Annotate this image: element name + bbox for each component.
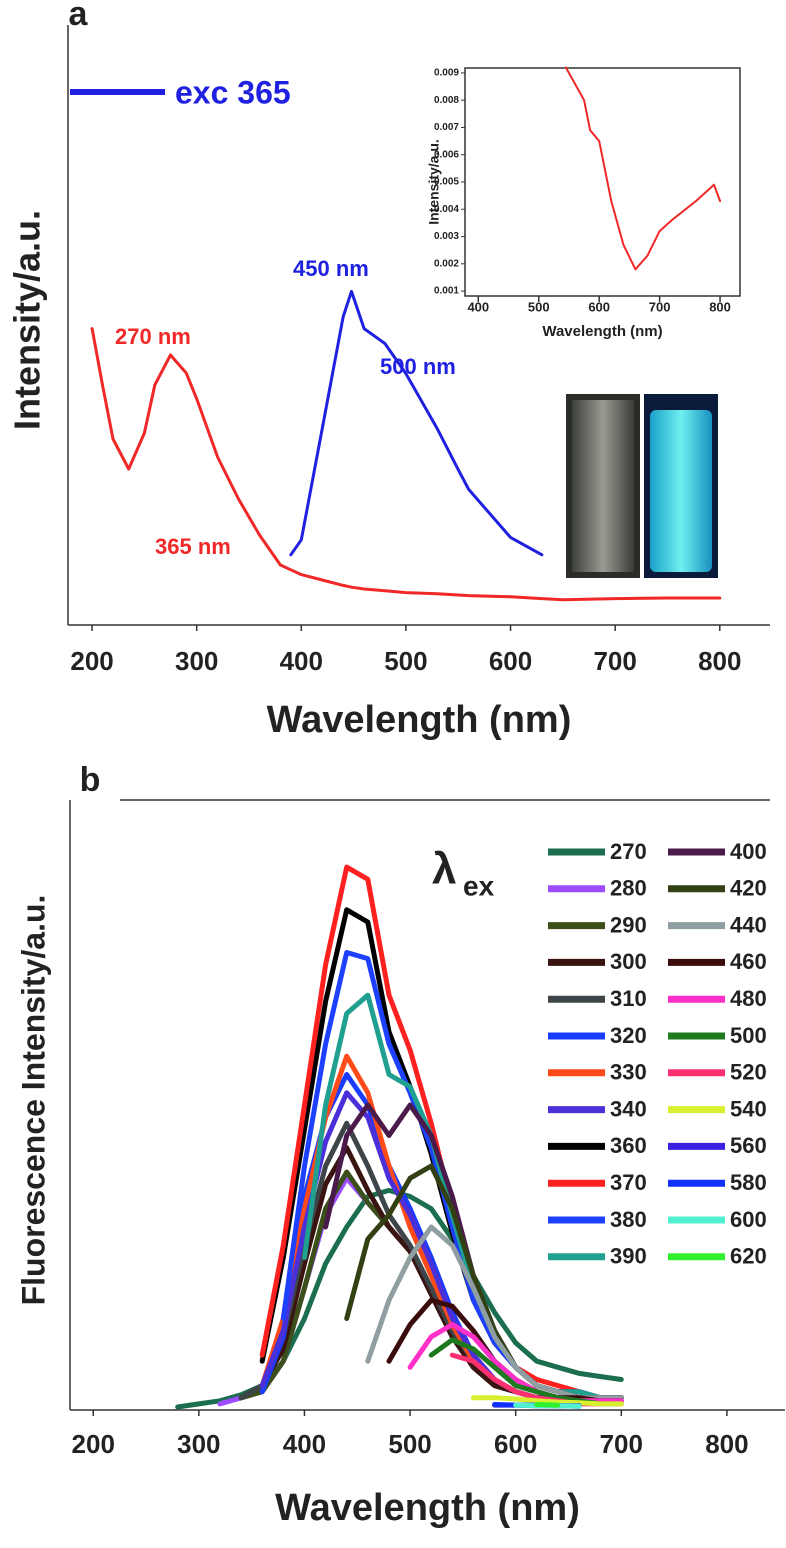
legend-label: 580 — [730, 1170, 767, 1195]
legend-title-subscript: ex — [463, 870, 495, 901]
x-tick-label: 800 — [698, 646, 741, 676]
x-tick-label: 400 — [467, 299, 489, 314]
legend-label: 300 — [610, 949, 647, 974]
legend-label: 540 — [730, 1096, 767, 1121]
legend-label: exc 365 — [175, 74, 291, 110]
y-tick-label: 0.001 — [434, 286, 459, 297]
legend-label: 340 — [610, 1096, 647, 1121]
y-axis-label: Intensity/a.u. — [7, 210, 48, 430]
annotation: 270 nm — [115, 324, 191, 349]
legend-label: 320 — [610, 1023, 647, 1048]
y-tick-label: 0.006 — [434, 149, 459, 160]
legend-label: 520 — [730, 1060, 767, 1085]
panel-label: a — [69, 0, 89, 33]
y-tick-label: 0.008 — [434, 95, 459, 106]
series-line — [302, 992, 624, 1401]
annotation: 450 nm — [293, 256, 369, 281]
legend-label: 500 — [730, 1023, 767, 1048]
legend-title: λ — [432, 845, 456, 894]
series-line — [534, 1402, 561, 1408]
vial-daylight — [572, 400, 634, 572]
x-tick-label: 400 — [283, 1429, 326, 1459]
vial-uv — [650, 410, 712, 572]
legend-label: 360 — [610, 1133, 647, 1158]
x-tick-label: 300 — [175, 646, 218, 676]
x-axis-label: Wavelength (nm) — [542, 323, 662, 340]
panel-label: b — [80, 761, 101, 799]
y-tick-label: 0.005 — [434, 177, 459, 188]
series-line — [289, 289, 544, 557]
x-tick-label: 600 — [588, 299, 610, 314]
series-line — [90, 327, 722, 602]
legend-label: 440 — [730, 912, 767, 937]
x-tick-label: 500 — [528, 299, 550, 314]
x-tick-label: 700 — [600, 1429, 643, 1459]
legend-label: 330 — [610, 1060, 647, 1085]
x-tick-label: 600 — [489, 646, 532, 676]
annotation: 365 nm — [155, 534, 231, 559]
vial-photos — [566, 394, 718, 578]
x-tick-label: 800 — [705, 1429, 748, 1459]
x-tick-label: 500 — [388, 1429, 431, 1459]
legend-label: 370 — [610, 1170, 647, 1195]
y-axis-label: Fluorescence Intensity/a.u. — [15, 895, 51, 1306]
x-tick-label: 700 — [649, 299, 671, 314]
y-tick-label: 0.003 — [434, 231, 459, 242]
y-tick-label: 0.002 — [434, 258, 459, 269]
legend-label: 380 — [610, 1207, 647, 1232]
legend-label: 460 — [730, 949, 767, 974]
legend-label: 620 — [730, 1244, 767, 1269]
x-tick-label: 600 — [494, 1429, 537, 1459]
x-tick-label: 500 — [384, 646, 427, 676]
legend-label: 400 — [730, 839, 767, 864]
y-axis-label: Intensity/a.u. — [426, 139, 442, 225]
y-tick-label: 0.009 — [434, 68, 459, 79]
y-tick-label: 0.007 — [434, 122, 459, 133]
legend-label: 560 — [730, 1133, 767, 1158]
legend-label: 280 — [610, 876, 647, 901]
legend-label: 390 — [610, 1244, 647, 1269]
legend-label: 270 — [610, 839, 647, 864]
x-tick-label: 400 — [280, 646, 323, 676]
x-tick-label: 300 — [177, 1429, 220, 1459]
annotation: 500 nm — [380, 354, 456, 379]
x-tick-label: 700 — [593, 646, 636, 676]
legend-label: 310 — [610, 986, 647, 1011]
x-axis-label: Wavelength (nm) — [275, 1487, 580, 1529]
x-tick-label: 800 — [709, 299, 731, 314]
y-tick-label: 0.004 — [434, 204, 459, 215]
x-tick-label: 200 — [72, 1429, 115, 1459]
legend-label: 420 — [730, 876, 767, 901]
x-tick-label: 200 — [70, 646, 113, 676]
x-axis-label: Wavelength (nm) — [267, 699, 572, 741]
series-line — [470, 1395, 624, 1407]
series-line — [564, 66, 722, 271]
legend-label: 290 — [610, 912, 647, 937]
legend-label: 600 — [730, 1207, 767, 1232]
plot-frame — [464, 67, 741, 297]
legend-label: 480 — [730, 986, 767, 1011]
